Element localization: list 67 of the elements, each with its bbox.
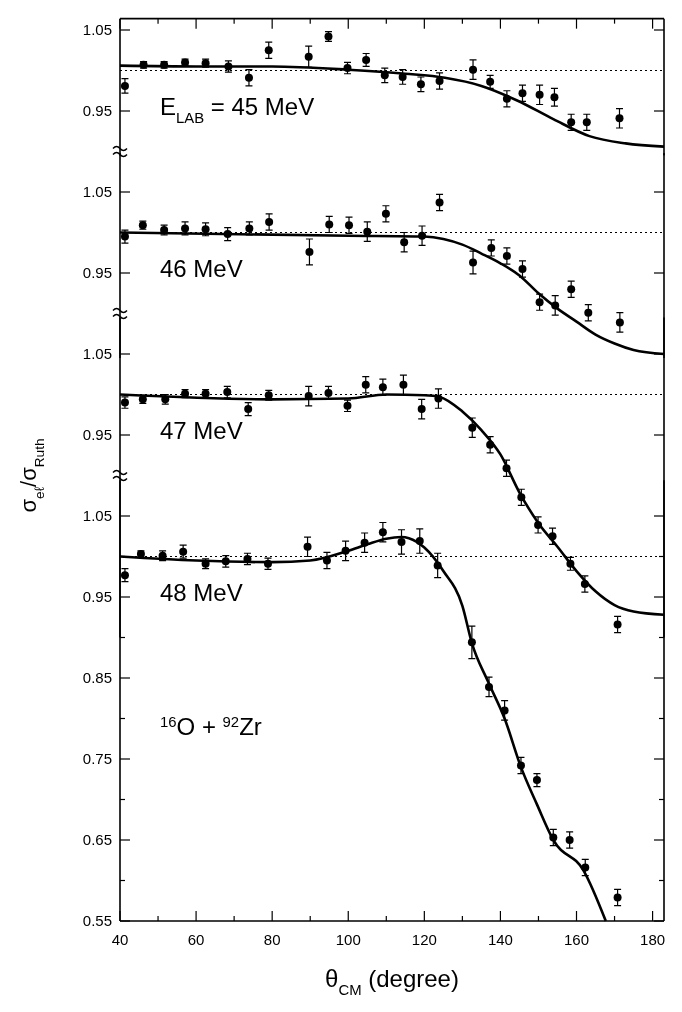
point bbox=[435, 77, 444, 86]
point bbox=[304, 52, 313, 61]
point bbox=[518, 89, 527, 98]
point bbox=[345, 221, 354, 230]
point bbox=[535, 298, 544, 307]
point bbox=[565, 836, 574, 844]
point bbox=[613, 893, 622, 902]
annotation: E$_{LAB}$ = 45 MeV bbox=[160, 93, 315, 127]
y-tick-label: 0.95 bbox=[82, 102, 112, 120]
annotation: $^{16}$O + $^{92}$Zr bbox=[160, 712, 262, 740]
point bbox=[303, 542, 312, 551]
x-tick-label: 40 bbox=[111, 931, 129, 948]
point bbox=[265, 217, 274, 226]
x-tick-label: 80 bbox=[263, 931, 281, 948]
x-tick-label: 120 bbox=[411, 931, 437, 948]
point bbox=[399, 380, 408, 389]
x-tick-label: 140 bbox=[487, 931, 513, 948]
point bbox=[582, 118, 591, 127]
y-tick-label: 0.95 bbox=[82, 426, 112, 444]
point bbox=[469, 258, 478, 267]
point bbox=[397, 537, 406, 546]
y-tick-label: 1.05 bbox=[82, 345, 112, 363]
point bbox=[468, 423, 477, 432]
y-tick-label: 0.95 bbox=[82, 588, 112, 606]
point bbox=[363, 227, 372, 236]
y-tick-label: 0.95 bbox=[82, 264, 112, 282]
point bbox=[381, 209, 390, 218]
x-tick-label: 160 bbox=[563, 931, 590, 948]
point bbox=[120, 81, 129, 90]
annotation: 47 MeV bbox=[160, 417, 243, 445]
point bbox=[416, 80, 425, 89]
point bbox=[487, 243, 496, 252]
point bbox=[305, 247, 314, 256]
y-tick-label: 0.75 bbox=[82, 750, 112, 768]
point bbox=[567, 285, 576, 294]
x-tick-label: 180 bbox=[640, 931, 666, 948]
point bbox=[417, 405, 426, 414]
point bbox=[435, 198, 444, 207]
point bbox=[361, 380, 370, 389]
point bbox=[400, 238, 409, 247]
annotation: 46 MeV bbox=[160, 255, 243, 283]
point bbox=[615, 318, 624, 327]
point bbox=[264, 46, 273, 55]
point bbox=[378, 383, 387, 392]
y-tick-label: 1.05 bbox=[82, 507, 112, 525]
point bbox=[362, 55, 371, 64]
point bbox=[550, 93, 559, 102]
y-tick-label: 0.55 bbox=[82, 912, 112, 930]
point bbox=[502, 251, 511, 260]
y-tick-label: 0.85 bbox=[82, 669, 112, 687]
point bbox=[615, 114, 624, 123]
x-tick-label: 100 bbox=[335, 931, 361, 948]
point bbox=[378, 528, 387, 537]
annotation: 48 MeV bbox=[160, 579, 243, 607]
point bbox=[584, 308, 593, 317]
y-tick-label: 1.05 bbox=[82, 183, 112, 201]
x-tick-label: 60 bbox=[187, 931, 205, 948]
point bbox=[613, 620, 622, 629]
point bbox=[535, 90, 544, 99]
point bbox=[325, 220, 334, 229]
y-tick-label: 0.65 bbox=[82, 831, 112, 849]
x-axis-title: θ$_{CM}$ (degree) bbox=[325, 965, 459, 998]
point bbox=[469, 65, 478, 74]
y-tick-label: 1.05 bbox=[82, 21, 112, 39]
point bbox=[567, 118, 576, 127]
point bbox=[244, 73, 253, 82]
point bbox=[518, 264, 527, 273]
